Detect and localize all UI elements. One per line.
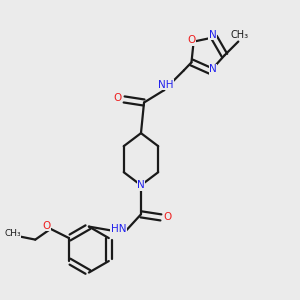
Text: O: O — [187, 35, 195, 45]
Text: NH: NH — [158, 80, 173, 90]
Text: O: O — [42, 221, 50, 231]
Text: N: N — [137, 180, 145, 190]
Text: O: O — [113, 93, 122, 103]
Text: CH₃: CH₃ — [230, 30, 248, 40]
Text: N: N — [209, 30, 216, 40]
Text: O: O — [164, 212, 172, 222]
Text: HN: HN — [111, 224, 126, 234]
Text: N: N — [209, 64, 217, 74]
Text: CH₃: CH₃ — [4, 229, 21, 238]
